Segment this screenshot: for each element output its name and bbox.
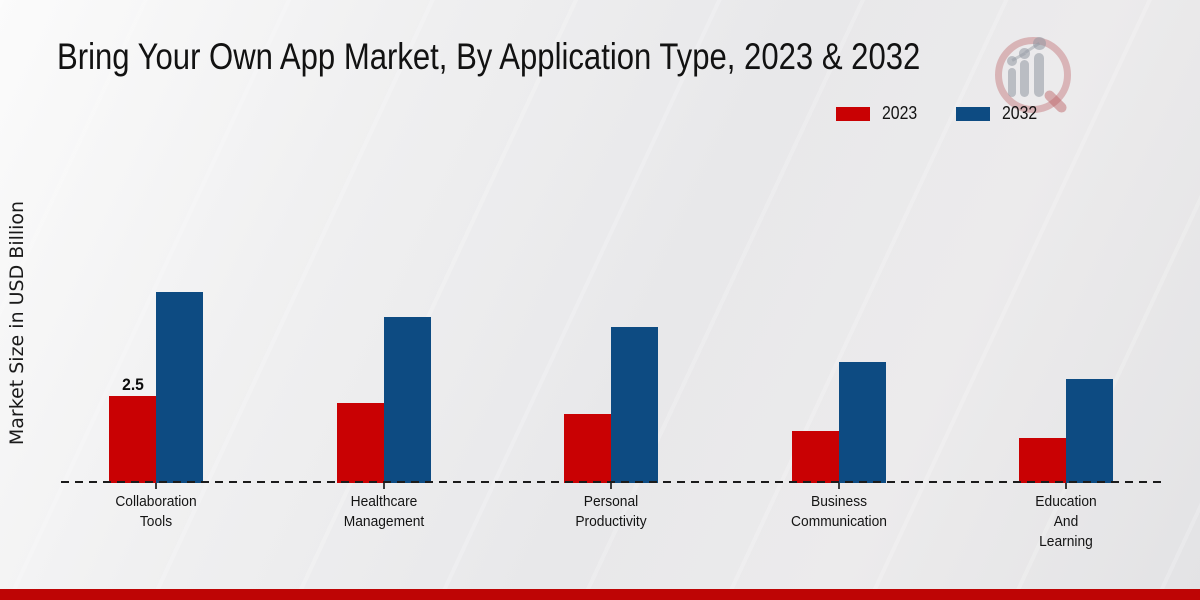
x-axis-baseline xyxy=(61,481,1161,483)
bar-2032-collaboration-tools xyxy=(156,292,203,483)
category-label-collaboration-tools: Collaboration Tools xyxy=(115,493,197,530)
logo-bar-icon xyxy=(1020,60,1029,97)
value-label-2023-collaboration-tools: 2.5 xyxy=(121,375,144,394)
category-label-business-communication: Business Communication xyxy=(790,493,887,530)
logo-dot-icon xyxy=(1033,37,1046,50)
x-axis-tick xyxy=(155,483,157,489)
brand-watermark-logo xyxy=(990,30,1082,118)
bar-2023-healthcare-management xyxy=(336,403,384,483)
legend-item-2023: 2023 xyxy=(836,103,922,124)
logo-bar-icon xyxy=(1008,68,1016,97)
logo-dot-icon xyxy=(1007,56,1017,66)
logo-dot-icon xyxy=(1019,48,1030,59)
bar-2023-business-communication xyxy=(791,431,839,483)
bar-2032-healthcare-management xyxy=(383,317,431,483)
legend-label-2023: 2023 xyxy=(882,103,918,123)
x-axis-tick xyxy=(1065,483,1067,489)
x-axis-tick xyxy=(837,483,840,489)
category-label-personal-productivity: Personal Productivity xyxy=(575,493,647,530)
bar-2023-education-and-learning xyxy=(1019,438,1066,483)
legend-swatch-2032 xyxy=(956,106,991,121)
bar-2032-business-communication xyxy=(838,362,886,483)
x-axis-tick xyxy=(382,483,385,489)
legend: 2023 2032 xyxy=(836,103,1042,124)
legend-swatch-2023 xyxy=(836,106,870,121)
bar-2032-education-and-learning xyxy=(1066,379,1113,483)
x-axis-tick xyxy=(610,483,612,489)
footer-accent-bar xyxy=(0,589,1200,600)
bar-2023-collaboration-tools xyxy=(109,396,156,483)
category-label-healthcare-management: Healthcare Management xyxy=(343,493,424,530)
chart-title: Bring Your Own App Market, By Applicatio… xyxy=(57,36,921,77)
logo-bar-icon xyxy=(1034,53,1044,97)
bar-2023-personal-productivity xyxy=(564,414,611,483)
legend-label-2032: 2032 xyxy=(1002,103,1038,123)
category-label-education-and-learning: Education And Learning xyxy=(1035,493,1097,550)
legend-item-2032: 2032 xyxy=(956,103,1042,124)
bar-2032-personal-productivity xyxy=(611,327,658,483)
